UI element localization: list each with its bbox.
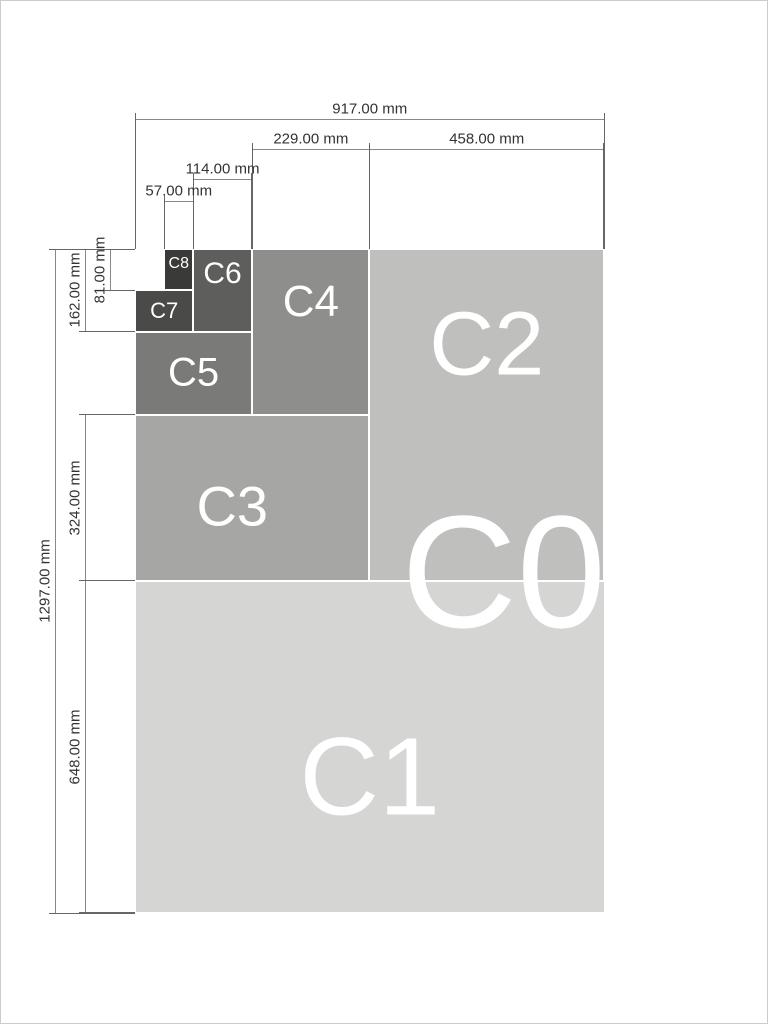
label-c0: C0 — [401, 480, 606, 664]
hdim: 114.00 mm — [186, 161, 260, 178]
vdim: 324.00 mm — [67, 460, 84, 535]
page: C1 C2 C3 C4 C5 C6 C7 C8 C0 917.00 mm 458.00 mm 229.… — [0, 0, 768, 1024]
vdim: 648.00 mm — [67, 709, 84, 784]
label-c3: C3 — [196, 473, 268, 538]
label-c7: C7 — [150, 298, 178, 324]
block-c4 — [252, 249, 369, 415]
hdim: 57.00 mm — [145, 183, 212, 200]
label-c8: C8 — [169, 255, 189, 273]
hdim: 229.00 mm — [273, 131, 348, 148]
vdim: 1297.00 mm — [37, 539, 54, 622]
label-c2: C2 — [429, 293, 544, 396]
label-c1: C1 — [299, 713, 440, 840]
label-c6: C6 — [203, 257, 241, 291]
hdim: 458.00 mm — [449, 131, 524, 148]
hdim: 917.00 mm — [332, 101, 407, 118]
vdim: 81.00 mm — [92, 236, 109, 303]
label-c4: C4 — [283, 277, 339, 327]
label-c5: C5 — [168, 351, 219, 396]
vdim: 162.00 mm — [67, 253, 84, 328]
diagram-stage: C1C2C3C4C5C6C7C8C0917.00 mm458.00 mm229.… — [135, 249, 605, 913]
